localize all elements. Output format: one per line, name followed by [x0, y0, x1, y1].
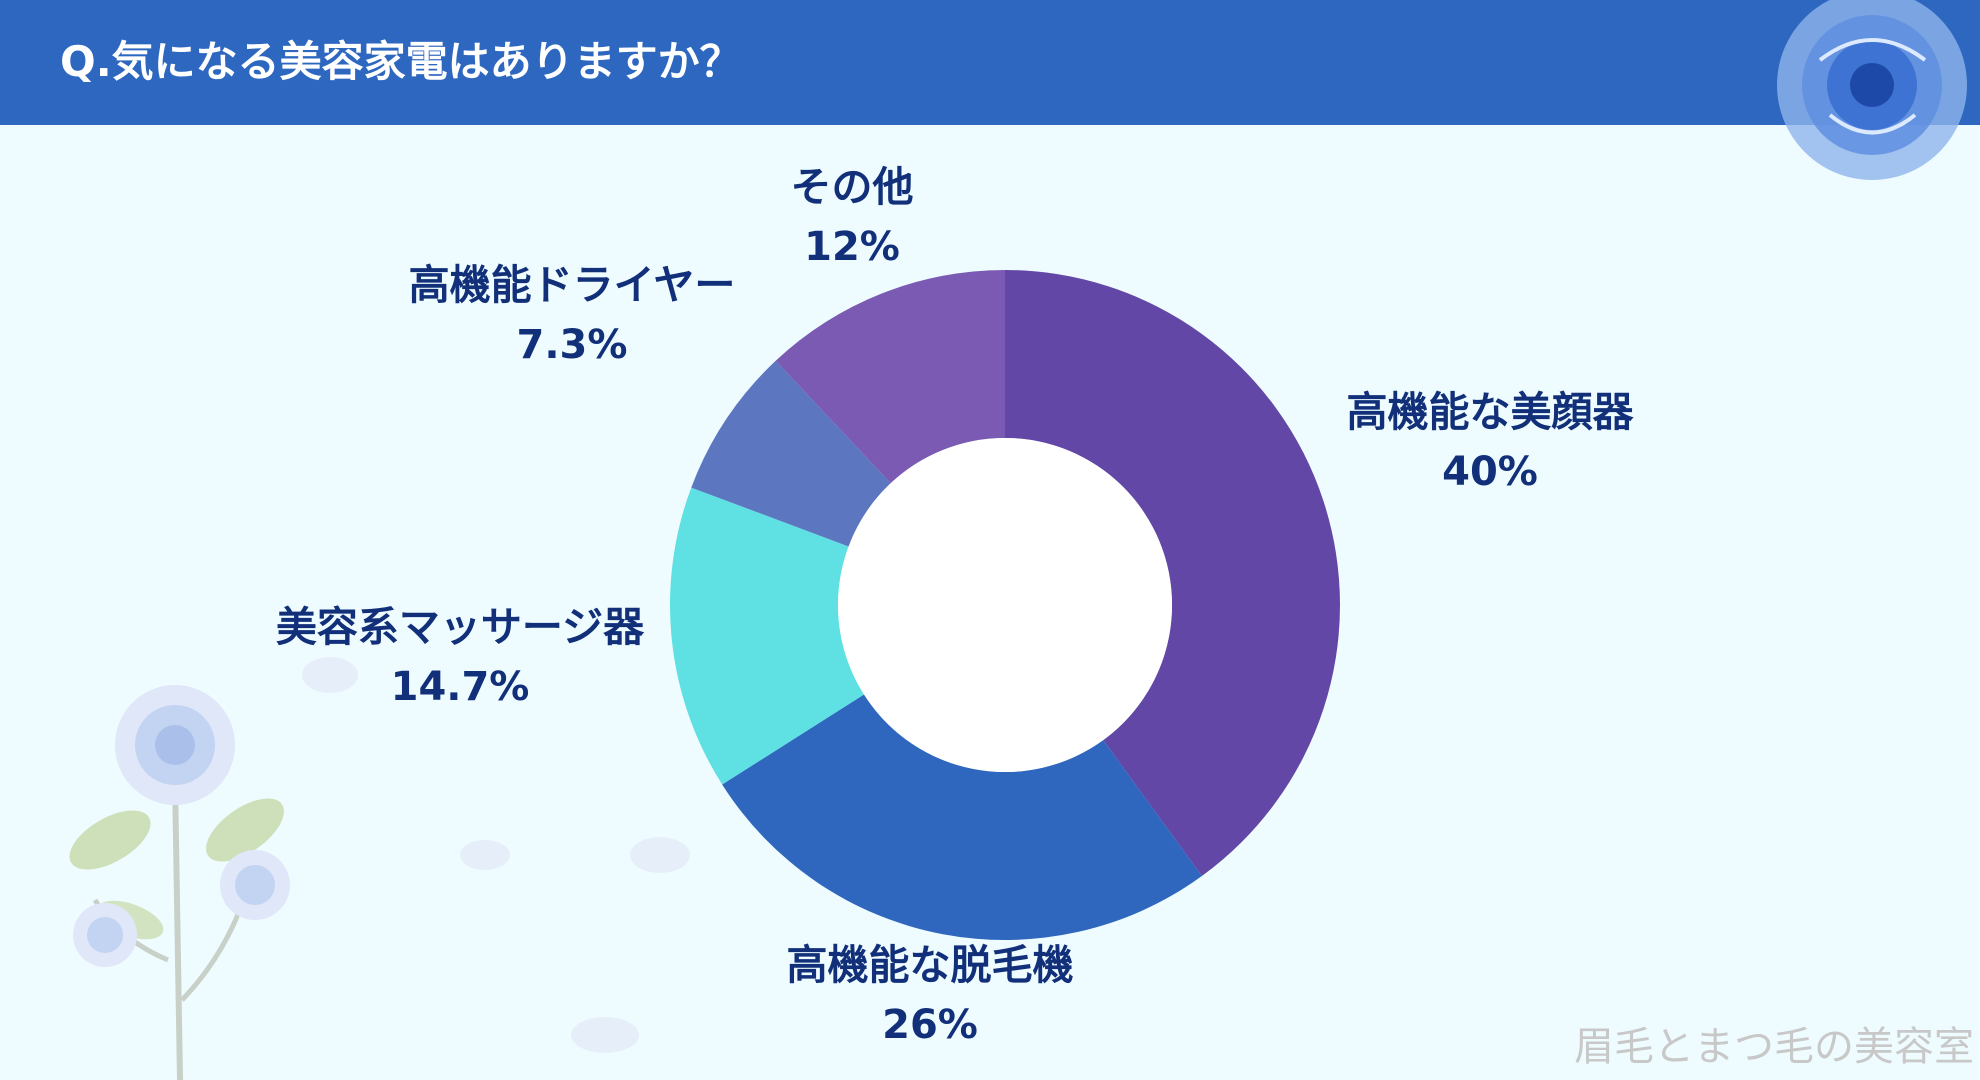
- slice-label-name: 美容系マッサージ器: [275, 603, 645, 651]
- donut-slice: [722, 694, 1202, 940]
- slice-label-value: 14.7%: [390, 664, 530, 710]
- page-title: Q.気になる美容家電はありますか？: [60, 37, 742, 86]
- donut-slice: [691, 360, 891, 547]
- slice-label-value: 40%: [1442, 449, 1538, 495]
- donut-slice: [1005, 270, 1340, 877]
- rose-branch-decoration-icon: [69, 685, 290, 1080]
- slice-label-value: 7.3%: [516, 322, 628, 368]
- slice-label: 高機能ドライヤー 7.3%: [409, 255, 736, 375]
- slice-label: その他 12%: [791, 157, 914, 277]
- donut-slice: [775, 270, 1005, 484]
- rose-decoration-icon: [1777, 0, 1967, 180]
- slice-label-name: 高機能ドライヤー: [408, 261, 736, 309]
- slice-label: 美容系マッサージ器 14.7%: [276, 597, 644, 717]
- slice-label: 高機能な美顔器 40%: [1347, 382, 1634, 502]
- donut-hole: [838, 438, 1172, 772]
- slice-label-value: 26%: [882, 1002, 978, 1048]
- slice-label-name: 高機能な美顔器: [1346, 388, 1634, 436]
- slice-label-value: 12%: [804, 224, 900, 270]
- slice-label-name: その他: [790, 163, 914, 211]
- petal-decoration-icon: [302, 657, 690, 1053]
- donut-slice: [670, 487, 864, 785]
- slice-label-name: 高機能な脱毛機: [786, 941, 1074, 989]
- header-bar: [0, 0, 1980, 125]
- slice-label: 高機能な脱毛機 26%: [787, 935, 1074, 1055]
- watermark: 眉毛とまつ毛の美容室: [1574, 1024, 1974, 1070]
